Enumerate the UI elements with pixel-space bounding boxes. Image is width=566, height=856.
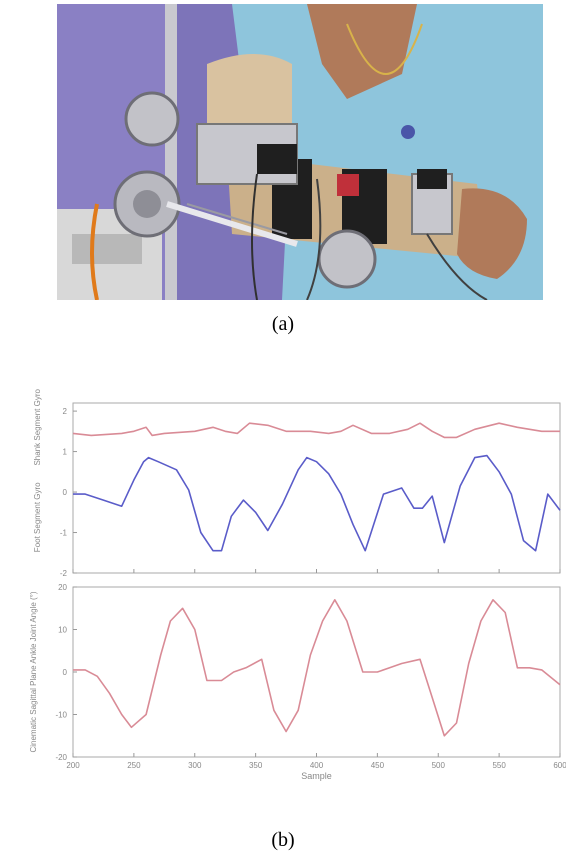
bottom-xtick-label: 350 [249,761,263,770]
photo-orange-cable [90,203,99,301]
top-ytick-label: 2 [63,407,68,416]
photo-necklace [346,23,423,75]
bottom-xtick-label: 400 [310,761,324,770]
bottom-xtick-label: 250 [127,761,141,770]
caption-b: (b) [271,829,295,851]
bottom-ytick-label: -20 [55,753,67,762]
bottom-ytick-label: 10 [58,626,67,635]
bottom-ytick-label: -10 [55,711,67,720]
bottom-xtick-label: 500 [432,761,446,770]
photo-sensor [417,169,447,189]
bottom-xtick-label: 450 [371,761,385,770]
photo-pole [165,4,177,300]
photo-cable-3 [426,233,488,301]
bottom-ytick-label: 0 [63,668,68,677]
photo-actuator-rod [166,201,298,247]
photo-sensor-2 [257,144,297,174]
photo-pendant [401,125,415,139]
top-ytick-label: -2 [60,569,68,578]
bottom-series-0-line [73,599,561,737]
photo-red-strap [337,174,359,196]
bottom-xtick-label: 550 [492,761,506,770]
photo-neck [307,4,417,99]
photo-equipment-box [72,234,142,264]
top-ytick-label: 0 [63,488,68,497]
caption-a: (a) [271,313,295,335]
top-ytick-label: -1 [60,529,68,538]
top-ylabel-foot: Foot Segment Gyro [33,482,42,552]
photo-elbow-hub [133,190,161,218]
bottom-panel-frame [72,586,561,758]
top-ylabel-shank: Shank Segment Gyro [33,388,42,465]
photo-cable-1 [251,173,258,301]
photo-upper-arm-wrap [207,54,292,134]
photo-actuator-rod-edge [186,203,288,235]
photo-hand [457,188,527,279]
bottom-xtick-label: 300 [188,761,202,770]
bottom-ytick-label: 20 [58,583,67,592]
x-axis-label: Sample [301,771,332,781]
top-ytick-label: 1 [63,448,68,457]
top-series-0-line [72,422,560,439]
gait-figure: 2 1 0 -1 -2 20 10 0 -10 -20 200 250 300 350 400 450 500 5… [0,365,566,785]
bottom-xtick-label: 600 [553,761,566,770]
exoskeleton-photo [57,4,543,301]
bottom-xtick-label: 200 [66,761,80,770]
bottom-ylabel: Cinematic Sagittal Plane Ankle Joint Ang… [29,591,38,752]
photo-wrist-motor [317,229,377,289]
photo-cable-2 [306,178,322,301]
top-series-1-line [73,454,561,552]
photo-illustration [57,4,543,301]
photo-shoulder-motor [124,91,180,147]
